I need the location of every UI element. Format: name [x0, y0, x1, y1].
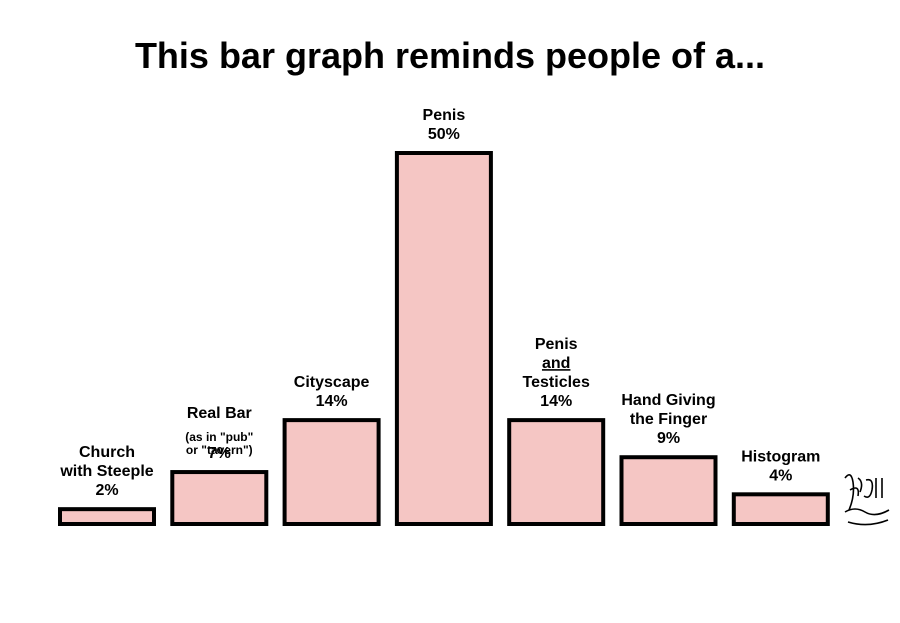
value-label: 7% — [208, 445, 231, 462]
category-note: (as in "pub" — [185, 430, 253, 444]
value-label: 2% — [95, 482, 118, 499]
bar — [58, 507, 156, 527]
category-label: with Steeple — [59, 463, 153, 480]
category-label: Penis — [423, 107, 466, 124]
value-label: 4% — [769, 467, 792, 484]
category-label: Testicles — [523, 374, 590, 391]
category-label: Hand Giving — [621, 392, 715, 409]
bar — [394, 151, 493, 526]
bar — [507, 418, 606, 526]
value-label: 14% — [540, 393, 572, 410]
category-label: Penis — [535, 336, 578, 353]
bar — [731, 492, 830, 527]
value-label: 14% — [316, 393, 348, 410]
category-label: and — [542, 355, 570, 372]
bar — [170, 470, 269, 526]
category-label: Cityscape — [294, 374, 370, 391]
category-label: Real Bar — [187, 405, 252, 422]
chart-title: This bar graph reminds people of a... — [135, 35, 765, 76]
bar — [282, 418, 381, 526]
category-note: or "tavern") — [186, 443, 253, 457]
value-label: 50% — [428, 126, 460, 143]
signature — [844, 474, 890, 526]
value-label: 9% — [657, 430, 680, 447]
category-label: Histogram — [741, 448, 820, 465]
category-label: the Finger — [630, 411, 707, 428]
category-label: Church — [79, 444, 135, 461]
bar — [619, 455, 718, 526]
